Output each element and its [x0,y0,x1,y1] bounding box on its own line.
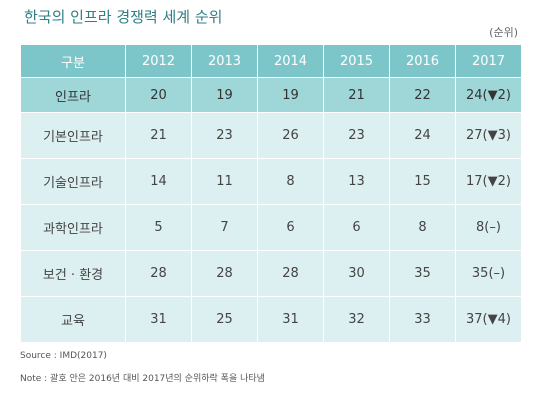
table-cell: 24 [389,112,456,159]
header-category: 구분 [20,44,126,78]
table-row: 보건 · 환경 28 28 28 30 35 35(–) [20,250,522,297]
table-cell: 31 [125,296,192,343]
table-cell: 22 [389,77,456,113]
table-cell: 37(▼4) [455,296,522,343]
table-cell: 7 [191,204,258,251]
table-cell: 31 [257,296,324,343]
footnote: Note : 괄호 안은 2016년 대비 2017년의 순위하락 폭을 나타냄 [20,374,265,384]
table-cell: 32 [323,296,390,343]
header-2015: 2015 [323,44,390,78]
table-cell: 23 [191,112,258,159]
unit-label: (순위) [489,26,518,39]
table-row: 기본인프라 21 23 26 23 24 27(▼3) [20,112,522,159]
table-cell: 13 [323,158,390,205]
page-title: 한국의 인프라 경쟁력 세계 순위 [24,8,223,26]
table-cell: 14 [125,158,192,205]
header-2016: 2016 [389,44,456,78]
table-cell: 21 [323,77,390,113]
table-cell: 23 [323,112,390,159]
table-cell: 8(–) [455,204,522,251]
table-cell: 20 [125,77,192,113]
table-cell: 11 [191,158,258,205]
table-cell: 17(▼2) [455,158,522,205]
table-row: 과학인프라 5 7 6 6 8 8(–) [20,204,522,251]
table-cell: 25 [191,296,258,343]
table-cell: 28 [191,250,258,297]
table-cell: 35(–) [455,250,522,297]
header-2013: 2013 [191,44,258,78]
table-cell: 19 [191,77,258,113]
table-cell: 21 [125,112,192,159]
table-cell: 6 [257,204,324,251]
table-cell: 28 [125,250,192,297]
row-label: 기술인프라 [20,158,126,205]
row-label: 기본인프라 [20,112,126,159]
table-row: 인프라 20 19 19 21 22 24(▼2) [20,77,522,113]
row-label: 인프라 [20,77,126,113]
table-cell: 8 [257,158,324,205]
header-2012: 2012 [125,44,192,78]
header-2017: 2017 [455,44,522,78]
row-label: 교육 [20,296,126,343]
table-cell: 28 [257,250,324,297]
table-cell: 35 [389,250,456,297]
table-row: 기술인프라 14 11 8 13 15 17(▼2) [20,158,522,205]
table-cell: 19 [257,77,324,113]
row-label: 과학인프라 [20,204,126,251]
table-cell: 5 [125,204,192,251]
table-cell: 15 [389,158,456,205]
ranking-table: 구분 2012 2013 2014 2015 2016 2017 인프라 20 … [20,44,522,343]
table-header-row: 구분 2012 2013 2014 2015 2016 2017 [20,44,522,78]
table-cell: 27(▼3) [455,112,522,159]
table-cell: 8 [389,204,456,251]
table-cell: 26 [257,112,324,159]
table-cell: 33 [389,296,456,343]
row-label: 보건 · 환경 [20,250,126,297]
table-cell: 30 [323,250,390,297]
header-2014: 2014 [257,44,324,78]
table-cell: 24(▼2) [455,77,522,113]
table-cell: 6 [323,204,390,251]
table-row: 교육 31 25 31 32 33 37(▼4) [20,296,522,343]
source-note: Source : IMD(2017) [20,351,107,361]
